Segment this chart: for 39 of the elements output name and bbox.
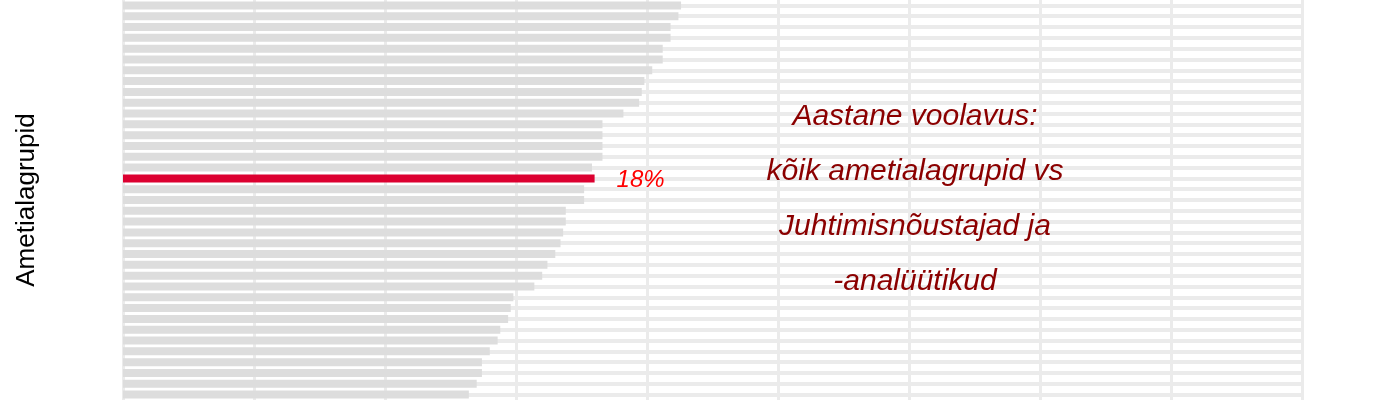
bar [123, 44, 663, 53]
bar [123, 174, 595, 183]
bar [123, 1, 682, 10]
text: Aastane voolavus: kõik ametialagrupid vs Juhtimisnõustajad ja -analüütikud [766, 98, 1064, 296]
bar [123, 304, 511, 313]
bar [123, 12, 679, 21]
bar [123, 131, 603, 140]
bar [123, 228, 564, 237]
bar [123, 55, 663, 64]
bar [123, 347, 490, 356]
bar [123, 239, 561, 248]
bar [123, 109, 624, 118]
bar [123, 336, 498, 345]
bar [123, 293, 514, 302]
data-label: 18% [616, 164, 665, 192]
y-axis-title: Ametialagrupid [10, 113, 40, 287]
bar [123, 185, 585, 194]
bar [123, 379, 477, 388]
bar [123, 163, 592, 172]
bar [123, 260, 548, 269]
bar [123, 368, 482, 377]
bar [123, 33, 671, 42]
bar [123, 66, 653, 75]
bar [123, 152, 603, 161]
bar [123, 141, 603, 150]
bar [123, 77, 645, 86]
bar [123, 325, 501, 334]
bar [123, 282, 535, 291]
bar [123, 206, 566, 215]
bar [123, 390, 469, 399]
bar [123, 358, 482, 367]
bar [123, 250, 556, 259]
bar [123, 98, 640, 107]
bar [123, 87, 642, 96]
bar [123, 271, 543, 280]
bar [123, 120, 603, 129]
bar [123, 23, 671, 32]
bar [123, 314, 509, 323]
bar [123, 217, 566, 226]
